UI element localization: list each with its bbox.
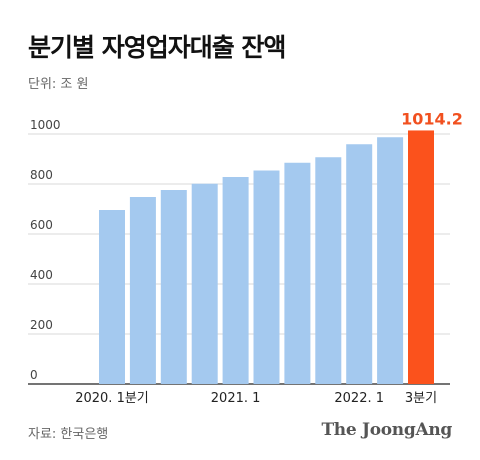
chart-title: 분기별 자영업자대출 잔액 <box>28 33 286 62</box>
x-tick-label: 2020. 1분기 <box>75 391 149 406</box>
x-tick-label: 3분기 <box>405 391 437 406</box>
bar <box>99 210 125 384</box>
y-tick-label: 200 <box>30 318 53 332</box>
bar <box>408 130 434 384</box>
source-note: 자료: 한국은행 <box>28 427 109 442</box>
unit-label: 단위: 조 원 <box>28 77 89 92</box>
brand-logo: The JoongAng <box>321 420 452 440</box>
x-tick-label: 2021. 1 <box>211 391 261 406</box>
bar <box>284 162 311 384</box>
y-tick-label: 400 <box>30 268 53 282</box>
bar <box>377 137 404 384</box>
bar <box>315 157 342 384</box>
bar <box>191 183 218 384</box>
bar <box>346 144 373 384</box>
bar <box>222 177 249 384</box>
bar <box>160 190 187 384</box>
y-tick-label: 1000 <box>30 118 61 132</box>
y-tick-label: 800 <box>30 168 53 182</box>
x-tick-label: 2022. 1 <box>334 391 384 406</box>
y-tick-label: 0 <box>30 368 38 382</box>
bar <box>253 170 280 384</box>
y-tick-label: 600 <box>30 218 53 232</box>
bars <box>99 130 434 384</box>
highlight-value-label: 1014.2 <box>401 109 463 128</box>
labels: 0 200 400 600 800 1000 2020. 1분기 2021. 1 2022. 1… <box>30 109 463 406</box>
bar <box>129 197 156 384</box>
